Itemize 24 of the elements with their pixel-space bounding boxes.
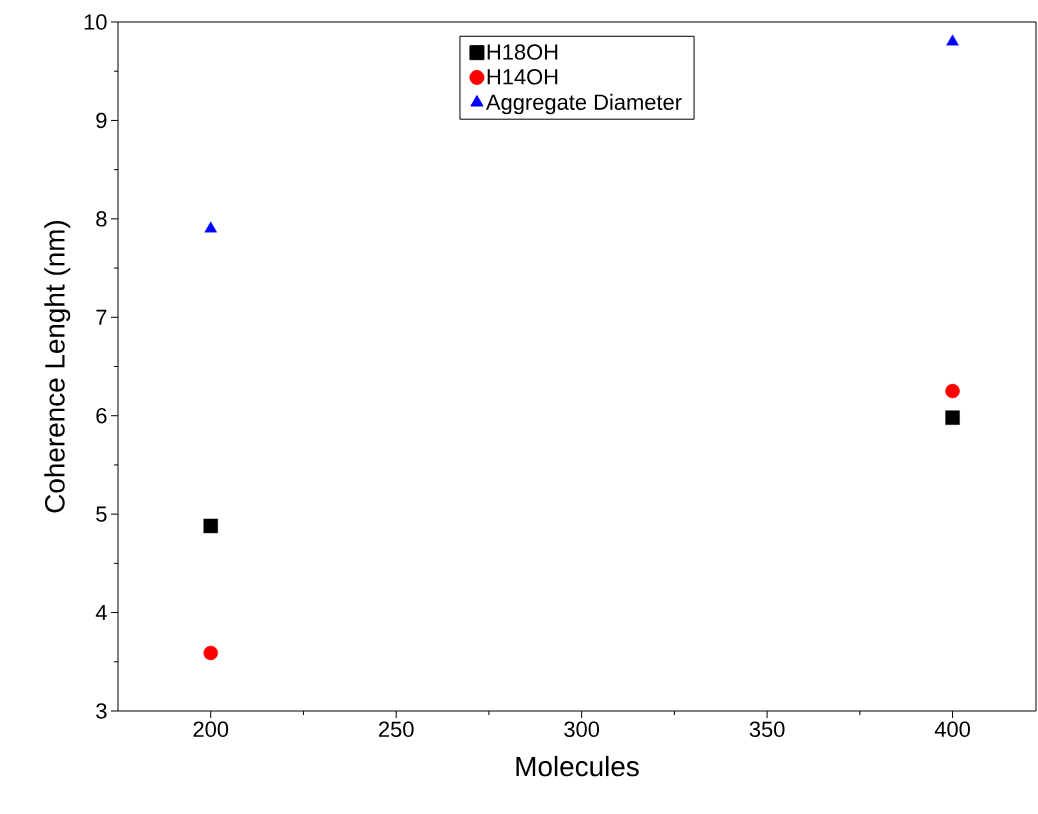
point	[203, 518, 218, 534]
x-tick-label: 250	[379, 721, 414, 738]
x-axis-title: Molecules	[516, 755, 639, 777]
y-tick-label: 4	[95, 605, 107, 621]
x-tick-label: 300	[564, 721, 600, 738]
y-tick-label: 5	[96, 506, 107, 522]
y-axis-title: Coherence Lenght (nm)	[44, 220, 71, 513]
y-tick-label: 8	[96, 211, 107, 227]
y-tick-label: 7	[96, 309, 107, 325]
legend-label: Aggregate Diameter	[485, 93, 682, 115]
x-tick-label: 400	[934, 721, 970, 738]
point	[945, 383, 960, 399]
y-tick-label: 9	[96, 112, 107, 129]
point	[204, 221, 217, 233]
y-tick-label: 6	[96, 407, 107, 424]
point	[203, 645, 218, 661]
point	[945, 410, 960, 425]
legend-label: H18OH	[487, 44, 558, 60]
point	[946, 34, 959, 46]
x-tick-label: 200	[193, 721, 229, 738]
y-tick-label: 3	[96, 703, 107, 719]
x-tick-label: 350	[749, 721, 785, 738]
y-tick-label: 10	[84, 14, 107, 30]
legend-label: H14OH	[487, 69, 558, 85]
